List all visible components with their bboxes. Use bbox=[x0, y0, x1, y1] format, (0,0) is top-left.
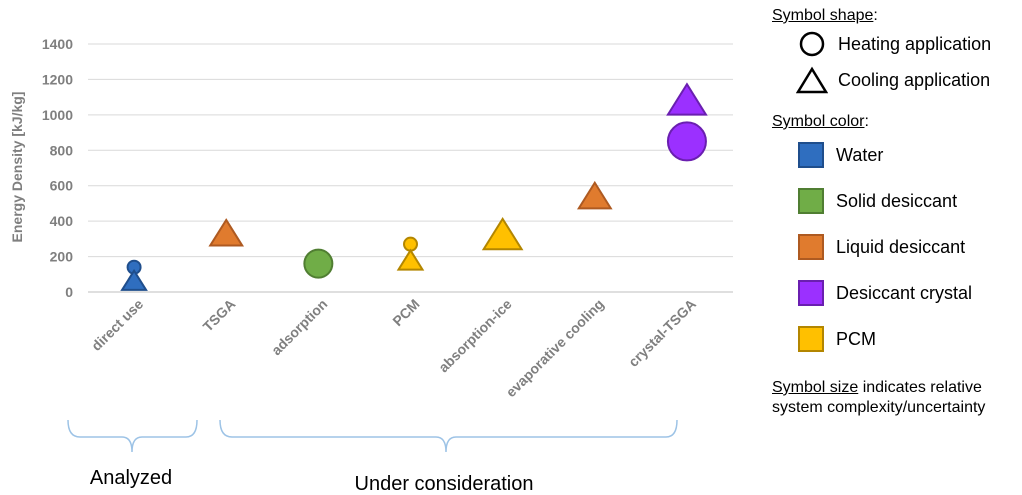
color-swatch bbox=[798, 188, 824, 214]
energy-density-chart: 0 200 400 600 800 1000 1200 1400 Energy Density… bbox=[9, 36, 733, 495]
data-point-circle bbox=[666, 121, 707, 162]
data-point-circle bbox=[303, 248, 334, 279]
legend: Symbol shape: Heating application Coolin… bbox=[772, 6, 1022, 418]
group-brackets: Analyzed Under consideration bbox=[67, 419, 678, 495]
y-axis-label: Energy Density [kJ/kg] bbox=[9, 92, 25, 243]
x-tick-label: crystal-TSGA bbox=[625, 296, 699, 370]
x-tick-label: TSGA bbox=[200, 296, 239, 335]
x-tick-labels: direct use TSGA adsorption PCM absorption-ic… bbox=[88, 296, 699, 400]
x-tick-label: PCM bbox=[389, 296, 422, 329]
legend-color-label: Desiccant crystal bbox=[836, 282, 973, 303]
y-tick-label: 1000 bbox=[42, 107, 73, 123]
legend-color-liquid: Liquid desiccant bbox=[772, 224, 1022, 270]
x-tick-label: absorption-ice bbox=[435, 296, 515, 376]
gridlines bbox=[88, 43, 733, 293]
symbol-color-header: Symbol color: bbox=[772, 113, 869, 130]
color-swatch bbox=[798, 234, 824, 260]
y-tick-label: 400 bbox=[50, 213, 74, 229]
x-tick-label: evaporative cooling bbox=[503, 296, 607, 400]
symbol-size-note: Symbol size indicates relative system co… bbox=[772, 379, 986, 416]
circle-icon bbox=[796, 28, 828, 60]
legend-color-label: Solid desiccant bbox=[836, 190, 958, 211]
x-tick-label: adsorption bbox=[268, 296, 330, 358]
data-point-triangle bbox=[576, 180, 613, 210]
under-consideration-bracket bbox=[219, 419, 678, 453]
under-consideration-label: Under consideration bbox=[355, 473, 534, 495]
legend-color-pcm: PCM bbox=[772, 316, 1022, 362]
analyzed-bracket bbox=[67, 419, 198, 453]
x-tick-label: direct use bbox=[88, 296, 146, 354]
y-tick-label: 200 bbox=[50, 249, 74, 265]
symbol-shape-header: Symbol shape: bbox=[772, 7, 878, 24]
legend-color-water: Water bbox=[772, 132, 1022, 178]
y-tick-label: 1200 bbox=[42, 71, 73, 87]
data-point-triangle bbox=[666, 82, 708, 116]
y-tick-label: 800 bbox=[50, 142, 74, 158]
legend-cooling-label: Cooling application bbox=[838, 69, 991, 90]
legend-color-solid: Solid desiccant bbox=[772, 178, 1022, 224]
color-swatch bbox=[798, 142, 824, 168]
y-tick-label: 0 bbox=[65, 284, 73, 300]
legend-color-crystal: Desiccant crystal bbox=[772, 270, 1022, 316]
legend-cooling: Cooling application bbox=[772, 62, 1022, 98]
triangle-icon bbox=[796, 64, 828, 96]
analyzed-label: Analyzed bbox=[90, 467, 172, 489]
y-tick-labels: 0 200 400 600 800 1000 1200 1400 bbox=[42, 36, 73, 300]
legend-heating: Heating application bbox=[772, 26, 1022, 62]
legend-color-label: Liquid desiccant bbox=[836, 236, 966, 257]
data-points bbox=[120, 82, 708, 291]
legend-color-label: PCM bbox=[836, 328, 876, 349]
legend-color-label: Water bbox=[836, 144, 884, 165]
data-point-triangle bbox=[120, 268, 148, 291]
color-swatch bbox=[798, 326, 824, 352]
data-point-triangle bbox=[481, 216, 524, 251]
color-swatch bbox=[798, 280, 824, 306]
legend-heating-label: Heating application bbox=[838, 33, 992, 54]
y-tick-label: 600 bbox=[50, 178, 74, 194]
y-tick-label: 1400 bbox=[42, 36, 73, 52]
data-point-triangle bbox=[396, 248, 425, 271]
data-point-triangle bbox=[208, 218, 245, 247]
